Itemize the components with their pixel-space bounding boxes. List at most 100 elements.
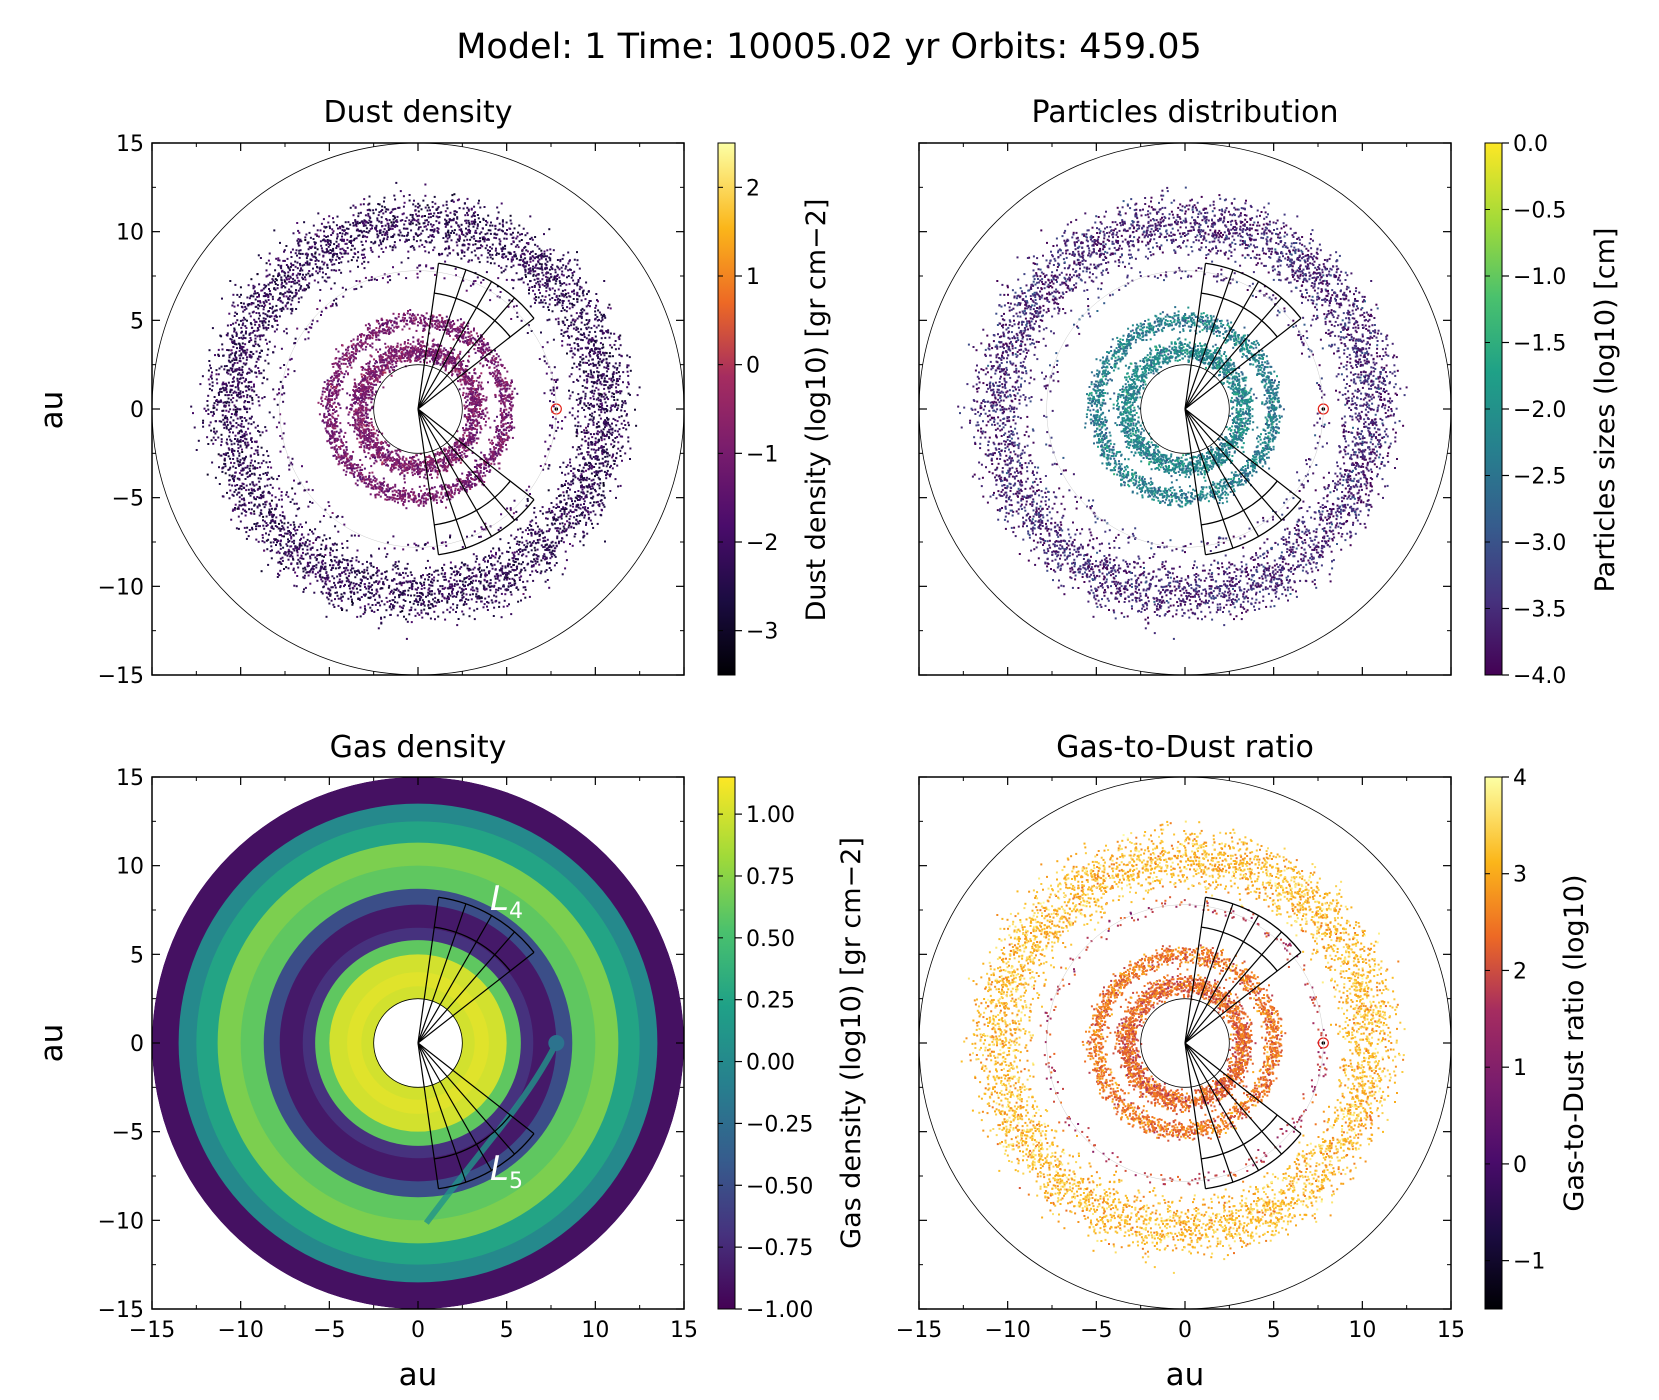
particle bbox=[214, 433, 216, 435]
particle bbox=[228, 404, 230, 406]
particle bbox=[561, 293, 563, 295]
particle bbox=[522, 553, 524, 555]
particle bbox=[447, 207, 449, 209]
particle bbox=[272, 487, 274, 489]
particle bbox=[577, 410, 579, 412]
particle bbox=[268, 260, 270, 262]
particle bbox=[511, 279, 513, 281]
particle bbox=[593, 479, 595, 481]
particle bbox=[614, 344, 616, 346]
particle bbox=[242, 435, 244, 437]
particle bbox=[551, 542, 553, 544]
particle bbox=[211, 439, 213, 441]
particle bbox=[257, 300, 259, 302]
particle bbox=[430, 213, 432, 215]
particle bbox=[513, 557, 515, 559]
particle bbox=[268, 363, 270, 365]
particle bbox=[502, 565, 504, 567]
particle bbox=[296, 222, 298, 224]
particle bbox=[562, 522, 564, 524]
particle bbox=[572, 472, 574, 474]
particle bbox=[586, 337, 588, 339]
particle bbox=[237, 418, 239, 420]
particle bbox=[266, 474, 268, 476]
particle bbox=[556, 562, 558, 564]
particle bbox=[445, 226, 447, 228]
particle bbox=[359, 589, 361, 591]
particle bbox=[516, 272, 518, 274]
particle bbox=[577, 490, 579, 492]
particle bbox=[563, 510, 565, 512]
particle bbox=[231, 485, 233, 487]
particle bbox=[615, 497, 617, 499]
particle bbox=[566, 276, 568, 278]
particle bbox=[278, 475, 280, 477]
particle bbox=[262, 525, 264, 527]
particle bbox=[495, 589, 497, 591]
particle bbox=[308, 270, 310, 272]
particle bbox=[261, 397, 263, 399]
particle bbox=[548, 508, 550, 510]
particle bbox=[332, 550, 334, 552]
particle bbox=[580, 491, 582, 493]
particle bbox=[245, 431, 247, 433]
particle bbox=[221, 343, 223, 345]
particle bbox=[251, 460, 253, 462]
particle bbox=[513, 237, 515, 239]
particle bbox=[559, 282, 561, 284]
particle bbox=[337, 582, 339, 584]
particle bbox=[517, 601, 519, 603]
particle bbox=[580, 504, 582, 506]
particle bbox=[363, 261, 365, 263]
particle bbox=[574, 425, 576, 427]
particle bbox=[562, 335, 564, 337]
particle bbox=[309, 557, 311, 559]
particle bbox=[534, 236, 536, 238]
particle bbox=[246, 396, 248, 398]
particle bbox=[298, 245, 300, 247]
particle bbox=[297, 267, 299, 269]
particle bbox=[369, 230, 371, 232]
particle bbox=[224, 394, 226, 396]
particle bbox=[506, 579, 508, 581]
particle bbox=[353, 214, 355, 216]
particle bbox=[363, 203, 365, 205]
particle bbox=[260, 372, 262, 374]
particle bbox=[297, 262, 299, 264]
particle bbox=[258, 372, 260, 374]
particle bbox=[388, 585, 390, 587]
particle bbox=[468, 220, 470, 222]
particle bbox=[579, 368, 581, 370]
particle bbox=[234, 315, 236, 317]
particle bbox=[400, 190, 402, 192]
particle bbox=[607, 329, 609, 331]
particle bbox=[214, 402, 216, 404]
particle bbox=[305, 522, 307, 524]
particle bbox=[356, 237, 358, 239]
particle bbox=[402, 572, 404, 574]
particle bbox=[473, 575, 475, 577]
particle bbox=[297, 277, 299, 279]
particle bbox=[236, 378, 238, 380]
particle bbox=[332, 217, 334, 219]
particle bbox=[330, 242, 332, 244]
particle bbox=[309, 232, 311, 234]
particle bbox=[596, 327, 598, 329]
particle bbox=[569, 344, 571, 346]
particle bbox=[416, 240, 418, 242]
particle bbox=[526, 232, 528, 234]
particle bbox=[564, 317, 566, 319]
particle bbox=[230, 324, 232, 326]
particle bbox=[585, 393, 587, 395]
particle bbox=[521, 233, 523, 235]
particle bbox=[525, 529, 527, 531]
particle bbox=[403, 224, 405, 226]
particle bbox=[522, 549, 524, 551]
particle bbox=[445, 241, 447, 243]
particle bbox=[258, 400, 260, 402]
particle bbox=[261, 570, 263, 572]
particle bbox=[473, 238, 475, 240]
particle bbox=[570, 505, 572, 507]
particle bbox=[394, 596, 396, 598]
particle bbox=[493, 585, 495, 587]
